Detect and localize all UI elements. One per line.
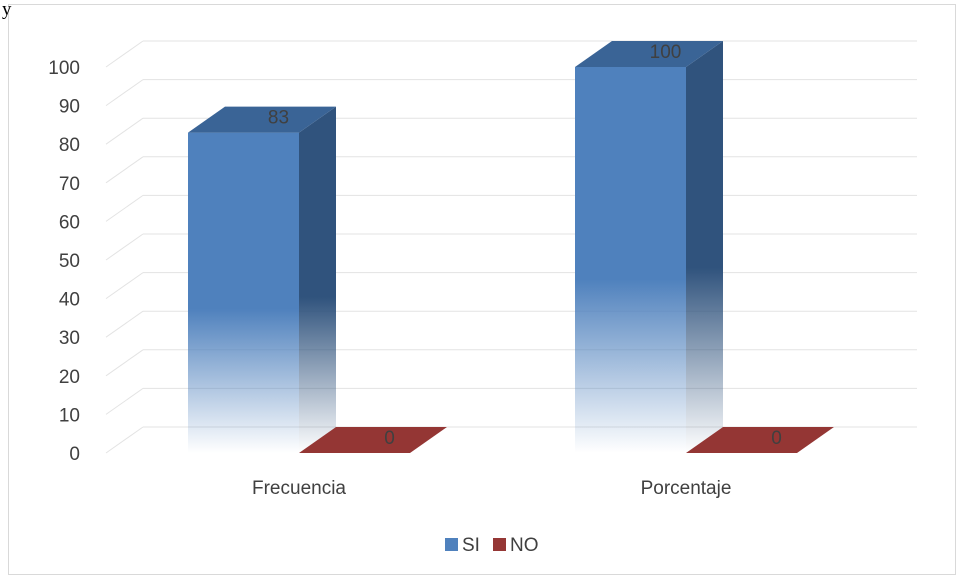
bar-side: [299, 106, 336, 454]
y-axis-ticks: 0 10 20 30 40 50 60 70 80 90 100: [48, 58, 80, 465]
bar-si: [575, 41, 723, 453]
gridline-depth: [105, 194, 144, 222]
gridline-depth: [105, 349, 144, 377]
gridline-depth: [105, 40, 144, 68]
bar-front: [575, 67, 686, 453]
y-tick-label: 10: [59, 405, 80, 426]
data-label: 0: [771, 428, 782, 449]
gridline-depth: [105, 272, 144, 300]
legend-swatch: [493, 538, 506, 551]
y-tick-label: 90: [59, 97, 80, 118]
legend-label: SI: [462, 535, 480, 556]
y-tick-label: 0: [69, 444, 80, 465]
data-label: 100: [650, 42, 682, 63]
gridline-depth: [105, 117, 144, 145]
bar-no: [686, 427, 834, 453]
top-text-fragment: y: [2, 0, 12, 20]
y-tick-label: 100: [48, 58, 80, 79]
y-tick-label: 80: [59, 135, 80, 156]
gridline-depth: [105, 156, 144, 184]
data-label: 83: [268, 108, 289, 129]
x-category-label: Frecuencia: [252, 478, 346, 499]
legend-swatch: [445, 538, 458, 551]
legend-label: NO: [510, 535, 539, 556]
y-tick-label: 70: [59, 174, 80, 195]
gridline-depth: [105, 79, 144, 107]
bar-no: [299, 427, 447, 453]
y-tick-label: 60: [59, 212, 80, 233]
legend-item-no: NO: [493, 535, 539, 556]
bar-side: [686, 41, 723, 453]
chart-frame: [8, 4, 956, 575]
y-tick-label: 50: [59, 251, 80, 272]
y-tick-label: 40: [59, 290, 80, 311]
gridline-depth: [105, 426, 144, 454]
data-labels: 83 0 100 0: [268, 42, 782, 449]
legend: SI NO: [445, 535, 539, 556]
bar-top: [299, 427, 447, 453]
legend-item-si: SI: [445, 535, 480, 556]
x-category-label: Porcentaje: [641, 478, 732, 499]
y-tick-label: 20: [59, 367, 80, 388]
x-axis-categories: Frecuencia Porcentaje: [252, 478, 731, 499]
data-label: 0: [384, 428, 395, 449]
gridline-depth: [105, 310, 144, 338]
y-tick-label: 30: [59, 328, 80, 349]
bars: [188, 41, 834, 454]
bar-front: [188, 132, 299, 453]
bar-top: [686, 427, 834, 453]
gridline-depth: [105, 387, 144, 415]
gridline-depth: [105, 233, 144, 261]
bar-top: [575, 41, 723, 67]
bar-top: [188, 106, 336, 133]
bar-si: [188, 106, 336, 454]
